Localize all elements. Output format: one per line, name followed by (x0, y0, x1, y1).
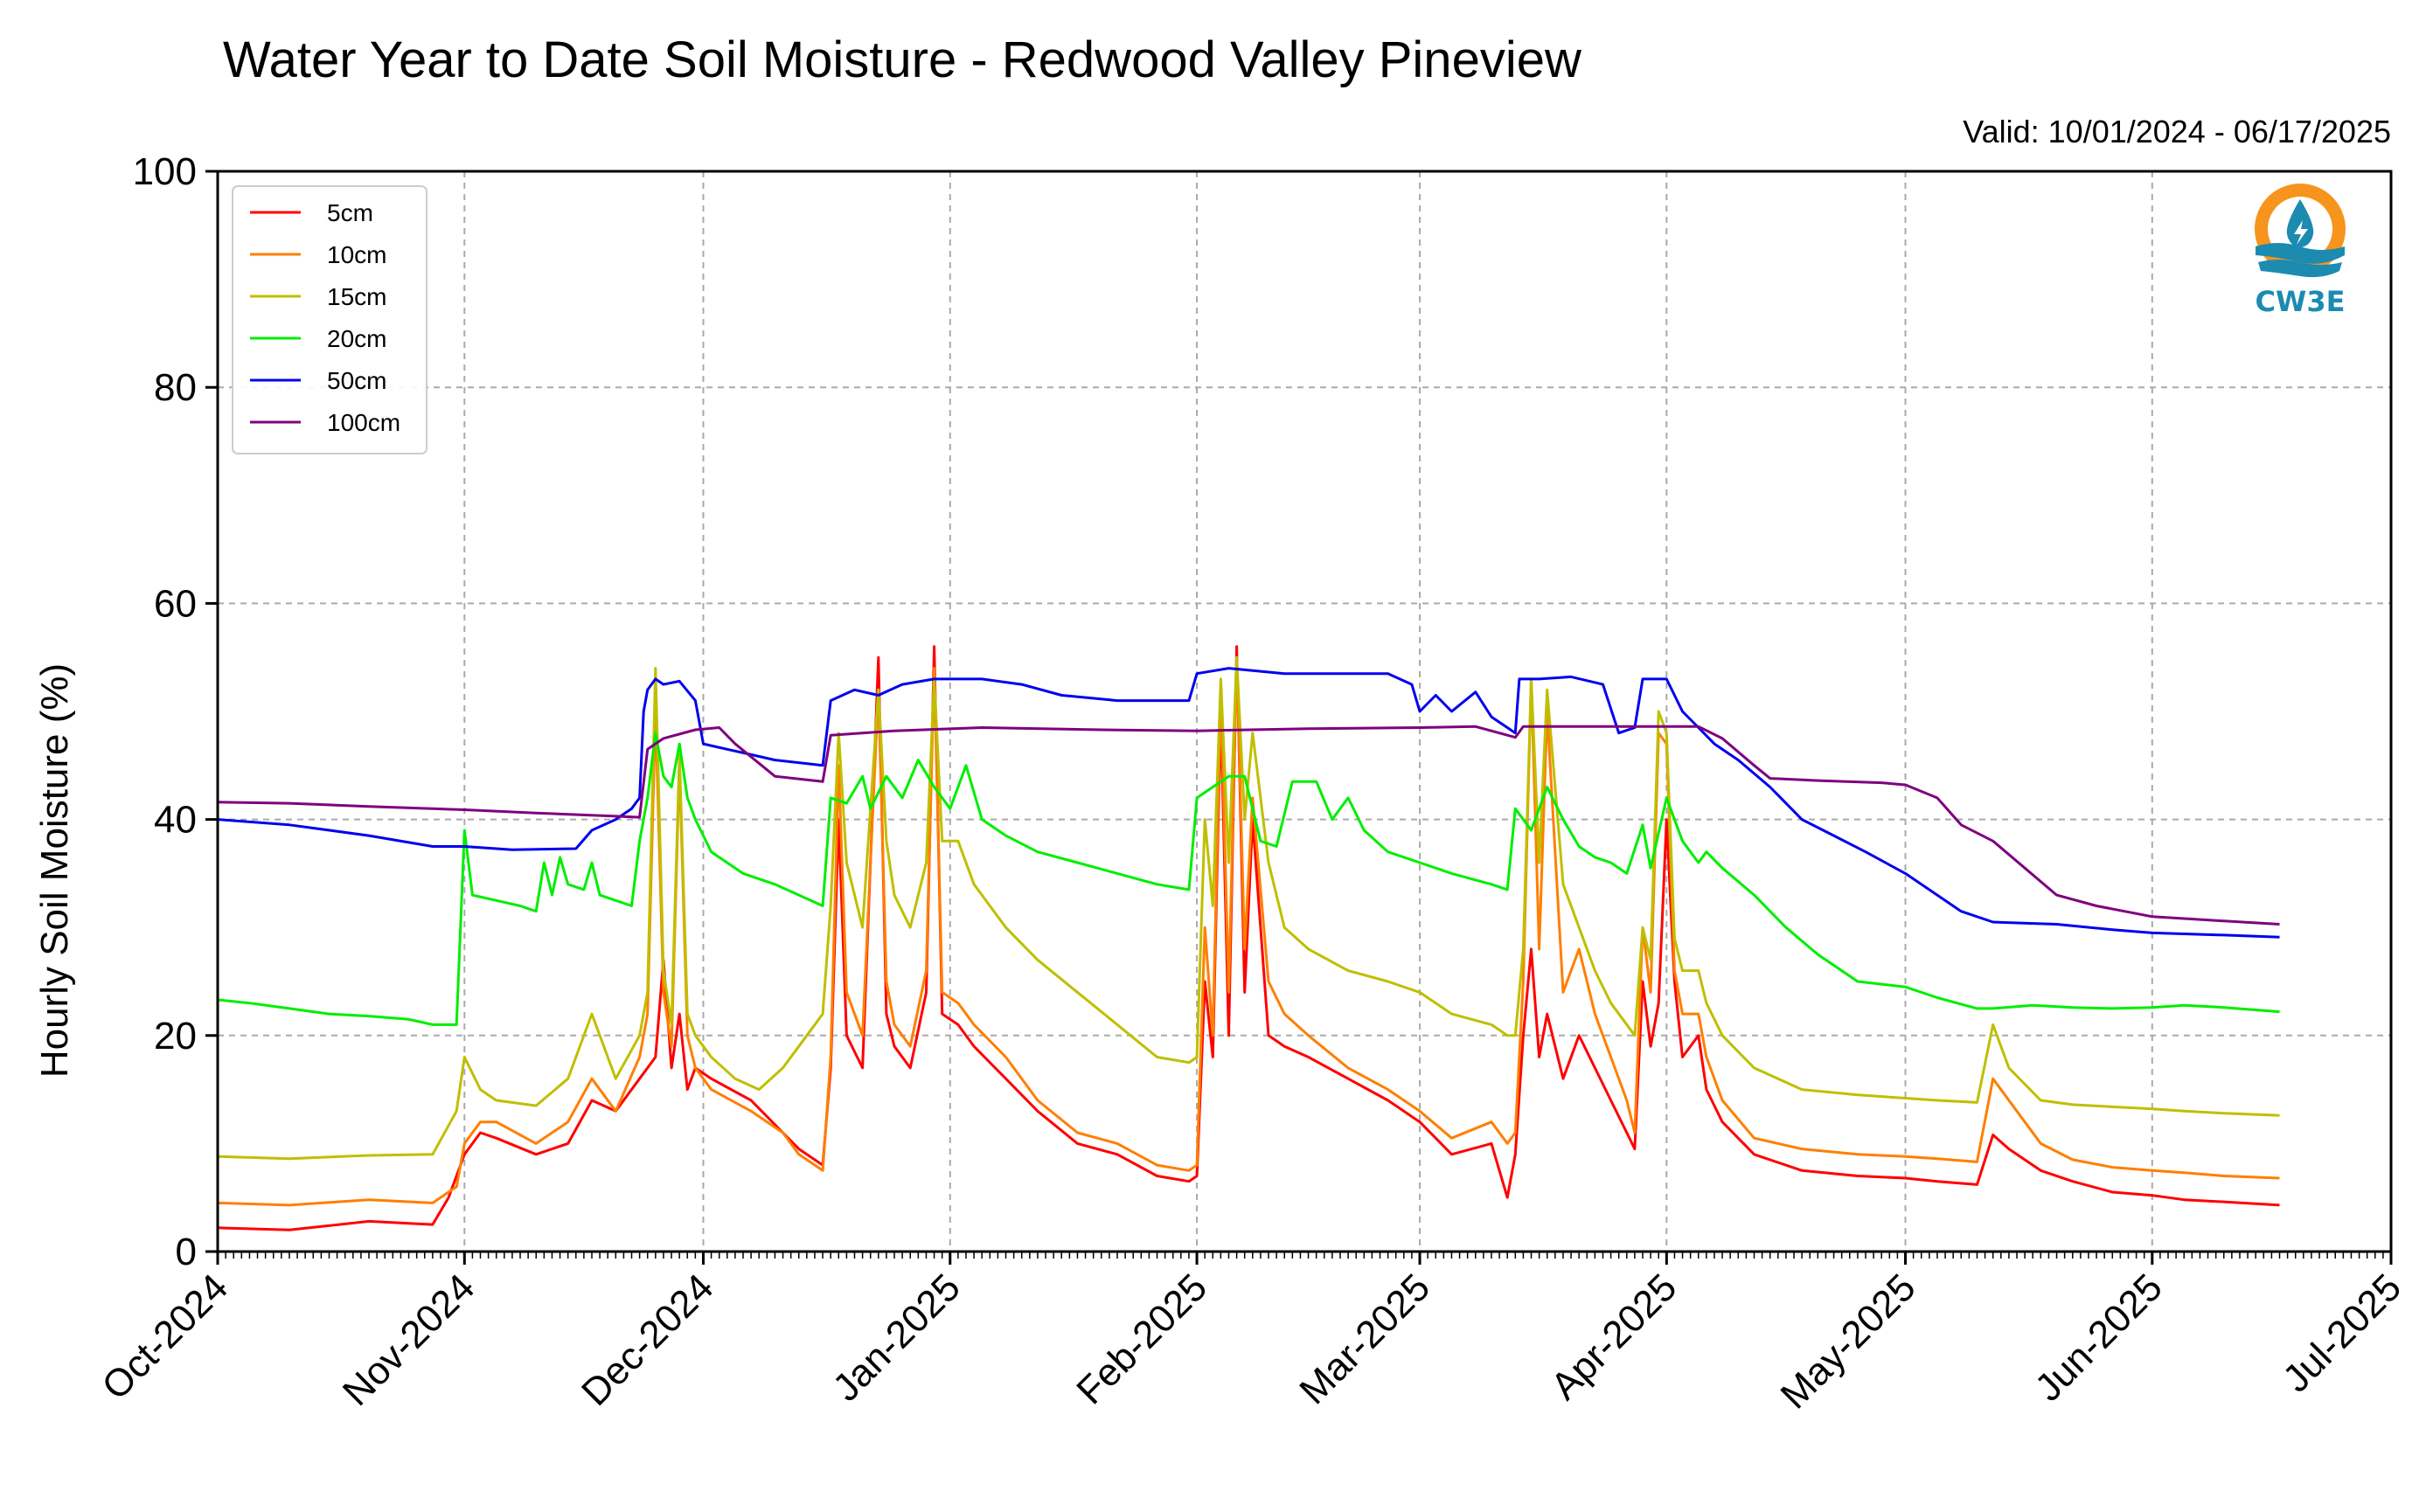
cw3e-logo-icon (2255, 184, 2346, 278)
x-tick-label: Oct-2024 (94, 1266, 236, 1408)
chart-subtitle: Valid: 10/01/2024 - 06/17/2025 (1963, 114, 2391, 149)
y-tick-label: 60 (154, 582, 197, 625)
legend-label: 10cm (327, 241, 386, 268)
series-line-50cm (217, 667, 2280, 939)
series-line-20cm (217, 732, 2280, 1026)
x-tick-label: May-2025 (1773, 1266, 1924, 1417)
chart-title: Water Year to Date Soil Moisture - Redwo… (223, 31, 1582, 88)
series-line-10cm (217, 655, 2280, 1207)
legend-label: 20cm (327, 325, 386, 352)
legend-label: 50cm (327, 367, 386, 394)
cw3e-logo: CW3E (2255, 184, 2346, 318)
y-tick-label: 80 (154, 366, 197, 409)
x-tick-label: Jun-2025 (2026, 1266, 2170, 1409)
axes: 0 20 40 60 80 100 Oct-2024 Nov-2024 Dec-2024 Jan-… (94, 150, 2409, 1417)
legend: 5cm 10cm 15cm 20cm 50cm 100cm (232, 185, 427, 454)
x-tick-label: Apr-2025 (1543, 1266, 1686, 1408)
series-line-100cm (217, 725, 2280, 926)
grid (218, 171, 2391, 1252)
series-line-5cm (217, 645, 2280, 1231)
series-lines (217, 645, 2280, 1231)
cw3e-logo-text: CW3E (2256, 285, 2346, 318)
y-tick-label: 20 (154, 1015, 197, 1058)
y-tick-label: 100 (133, 150, 197, 193)
x-tick-label: Jul-2025 (2275, 1266, 2409, 1400)
plot-area-frame (216, 170, 2393, 1253)
y-axis-label: Hourly Soil Moisture (%) (33, 663, 76, 1078)
x-tick-label: Jan-2025 (824, 1266, 968, 1409)
x-tick-label: Nov-2024 (335, 1266, 483, 1414)
series-line-15cm (217, 655, 2280, 1161)
legend-label: 5cm (327, 199, 373, 226)
x-tick-label: Feb-2025 (1068, 1266, 1215, 1412)
x-tick-label: Mar-2025 (1291, 1266, 1438, 1412)
legend-label: 15cm (327, 283, 386, 310)
x-tick-label: Dec-2024 (573, 1266, 722, 1414)
y-tick-label: 40 (154, 799, 197, 842)
y-tick-label: 0 (176, 1231, 197, 1273)
legend-label: 100cm (327, 409, 400, 436)
